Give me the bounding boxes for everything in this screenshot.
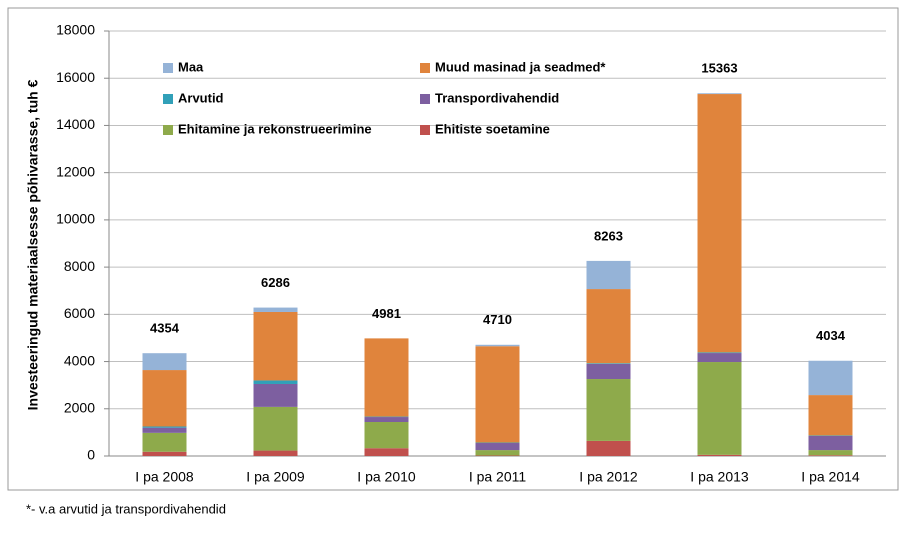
bar-segment [254, 312, 298, 380]
legend-swatch [420, 63, 430, 73]
y-tick-label: 0 [87, 447, 95, 463]
legend-swatch [420, 125, 430, 135]
x-tick-label: I pa 2008 [135, 469, 194, 485]
bar-segment [809, 361, 853, 395]
bar-segment [254, 384, 298, 407]
x-tick-label: I pa 2010 [357, 469, 416, 485]
bar-segment [587, 441, 631, 456]
bar-segment [143, 370, 187, 426]
bar-segment [365, 338, 409, 416]
bar-segment [365, 422, 409, 448]
bar-segment [476, 345, 520, 346]
bar-segment [254, 407, 298, 451]
total-label: 4710 [483, 312, 512, 327]
y-tick-label: 12000 [56, 163, 95, 179]
y-axis-label: Investeeringud materiaalsesse põhivarass… [25, 79, 41, 410]
bar-segment [587, 363, 631, 364]
bar-segment [365, 417, 409, 422]
footnote: *- v.a arvutid ja transpordivahendid [26, 501, 226, 516]
bar-segment [809, 455, 853, 456]
x-tick-label: I pa 2013 [690, 469, 749, 485]
bar-segment [587, 261, 631, 289]
y-tick-label: 4000 [64, 352, 95, 368]
x-tick-label: I pa 2014 [801, 469, 860, 485]
x-tick-label: I pa 2011 [469, 469, 527, 485]
y-tick-label: 14000 [56, 116, 95, 132]
bar-segment [476, 443, 520, 450]
total-label: 8263 [594, 228, 623, 243]
bar-segment [809, 395, 853, 435]
x-tick-label: I pa 2012 [579, 469, 638, 485]
bar-segment [143, 452, 187, 456]
y-tick-label: 16000 [56, 69, 95, 85]
bar-segment [143, 426, 187, 427]
total-label: 6286 [261, 275, 290, 290]
legend-label: Muud masinad ja seadmed* [435, 59, 606, 74]
legend-swatch [420, 94, 430, 104]
y-tick-label: 8000 [64, 258, 95, 274]
x-tick-label: I pa 2009 [246, 469, 305, 485]
bar-segment [143, 353, 187, 370]
total-label: 15363 [701, 61, 737, 76]
bar-segment [809, 436, 853, 450]
y-tick-label: 2000 [64, 399, 95, 415]
bar-segment [698, 362, 742, 455]
total-label: 4034 [816, 328, 846, 343]
bar-segment [476, 450, 520, 455]
legend-label: Ehitiste soetamine [435, 121, 550, 136]
legend-label: Transpordivahendid [435, 90, 559, 105]
y-tick-label: 6000 [64, 305, 95, 321]
bar-segment [143, 428, 187, 433]
legend-swatch [163, 63, 173, 73]
bar-segment [698, 455, 742, 456]
bar-segment [254, 451, 298, 456]
legend-label: Ehitamine ja rekonstrueerimine [178, 121, 372, 136]
total-label: 4354 [150, 321, 180, 336]
bar-segment [587, 379, 631, 441]
total-label: 4981 [372, 306, 401, 321]
y-tick-label: 10000 [56, 211, 95, 227]
bar-segment [809, 450, 853, 455]
bar-segment [365, 448, 409, 456]
bar-segment [254, 380, 298, 384]
y-tick-label: 18000 [56, 22, 95, 38]
legend-swatch [163, 94, 173, 104]
chart-frame [8, 8, 898, 490]
bar-segment [698, 353, 742, 362]
legend-label: Maa [178, 59, 204, 74]
bar-segment [698, 93, 742, 94]
bar-segment [476, 346, 520, 442]
bar-segment [143, 433, 187, 452]
bar-segment [587, 289, 631, 363]
legend-label: Arvutid [178, 90, 224, 105]
bar-segment [254, 308, 298, 312]
legend-swatch [163, 125, 173, 135]
bar-segment [587, 364, 631, 379]
bar-segment [698, 352, 742, 353]
bar-segment [698, 94, 742, 352]
